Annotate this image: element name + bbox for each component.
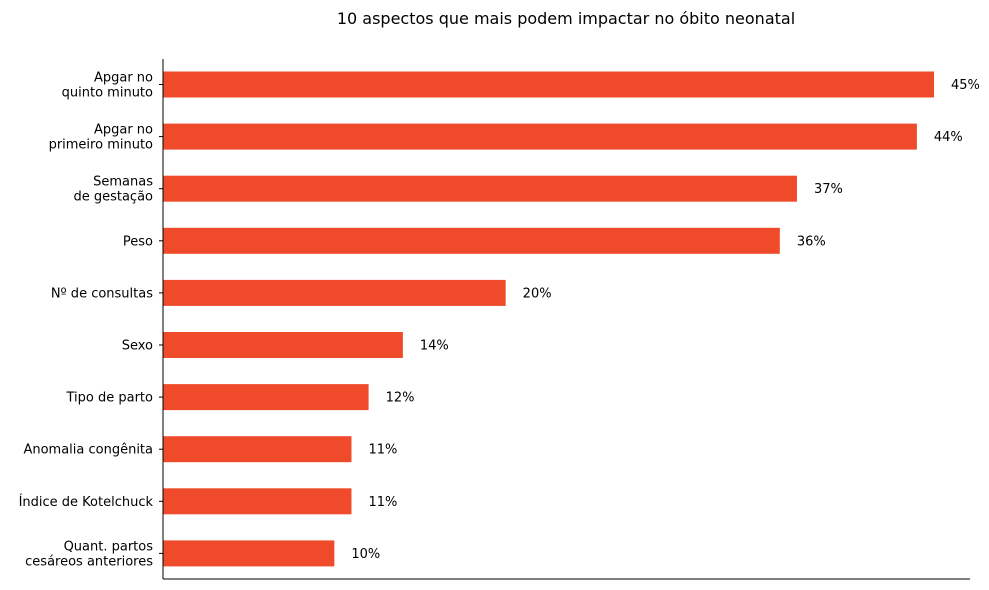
category-label: Índice de Kotelchuck	[19, 494, 154, 510]
bar	[163, 436, 352, 463]
category-label: Quant. partos cesáreos anteriores	[25, 539, 153, 569]
value-label: 36%	[797, 234, 826, 249]
category-label: Apgar no quinto minuto	[62, 71, 153, 101]
axes	[159, 59, 970, 580]
value-labels: 45% 44% 37% 36% 20% 14% 12% 11% 11% 10%	[351, 78, 980, 562]
value-label: 20%	[523, 286, 552, 301]
bar	[163, 227, 780, 254]
bar	[163, 540, 335, 567]
value-label: 44%	[934, 130, 963, 145]
value-label: 11%	[368, 443, 397, 458]
category-label: Apgar no primeiro minuto	[49, 123, 153, 153]
value-label: 45%	[951, 78, 980, 93]
value-label: 14%	[420, 339, 449, 354]
value-label: 11%	[368, 495, 397, 510]
bar	[163, 123, 917, 150]
category-label: Semanas de gestação	[73, 175, 153, 205]
chart-title: 10 aspectos que mais podem impactar no ó…	[337, 9, 795, 28]
category-label: Tipo de parto	[66, 391, 154, 406]
category-label: Sexo	[122, 339, 153, 354]
bar	[163, 384, 369, 411]
bars-layer	[163, 71, 935, 567]
bar	[163, 71, 935, 98]
bar	[163, 175, 797, 202]
value-label: 10%	[351, 547, 380, 562]
bar	[163, 488, 352, 515]
value-label: 12%	[386, 391, 415, 406]
category-label: Anomalia congênita	[23, 443, 153, 458]
category-label: Peso	[123, 234, 153, 249]
bar	[163, 279, 506, 306]
category-label: Nº de consultas	[51, 286, 153, 301]
category-labels: Apgar no quinto minuto Apgar no primeiro mi…	[19, 71, 154, 570]
bar	[163, 332, 403, 358]
value-label: 37%	[814, 182, 843, 197]
